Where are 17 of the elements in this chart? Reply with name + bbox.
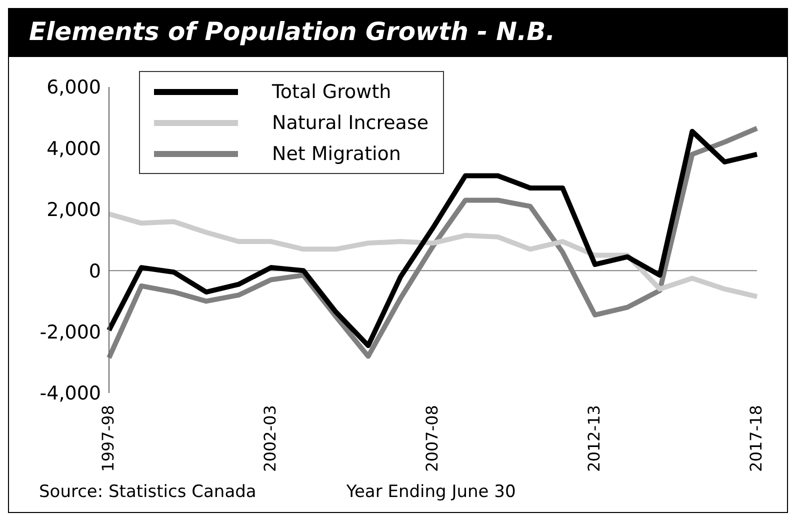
source-note: Source: Statistics Canada [39, 482, 256, 502]
x-axis-title: Year Ending June 30 [346, 482, 516, 502]
y-tick-label: 4,000 [46, 138, 101, 160]
x-tick-label: 2012-13 [584, 405, 604, 472]
x-tick-label: 2007-08 [422, 405, 442, 472]
y-tick-label: 2,000 [46, 199, 101, 222]
y-tick-label: 6,000 [46, 76, 101, 99]
x-tick-label: 2017-18 [746, 405, 766, 472]
chart-title: Elements of Population Growth - N.B. [9, 9, 787, 57]
x-tick-label: 1997-98 [98, 405, 118, 472]
x-tick-label: 2002-03 [260, 405, 280, 472]
y-tick-label: -2,000 [40, 322, 101, 344]
legend-label: Natural Increase [272, 112, 429, 134]
y-tick-label: 0 [88, 260, 101, 282]
legend-label: Total Growth [272, 80, 392, 102]
y-tick-label: -4,000 [40, 382, 101, 405]
legend-label: Net Migration [272, 142, 401, 164]
